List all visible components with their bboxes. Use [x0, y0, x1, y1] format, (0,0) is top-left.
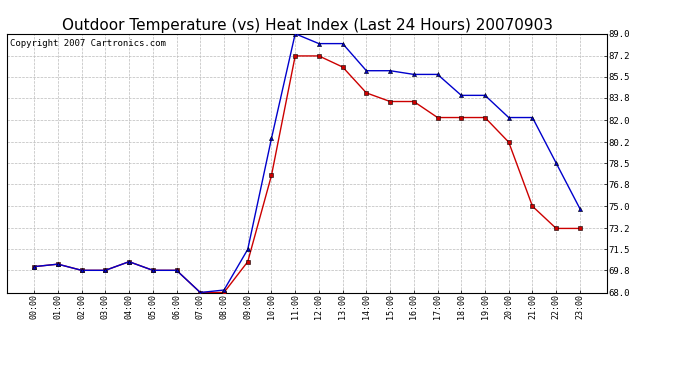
Text: Copyright 2007 Cartronics.com: Copyright 2007 Cartronics.com — [10, 39, 166, 48]
Title: Outdoor Temperature (vs) Heat Index (Last 24 Hours) 20070903: Outdoor Temperature (vs) Heat Index (Las… — [61, 18, 553, 33]
